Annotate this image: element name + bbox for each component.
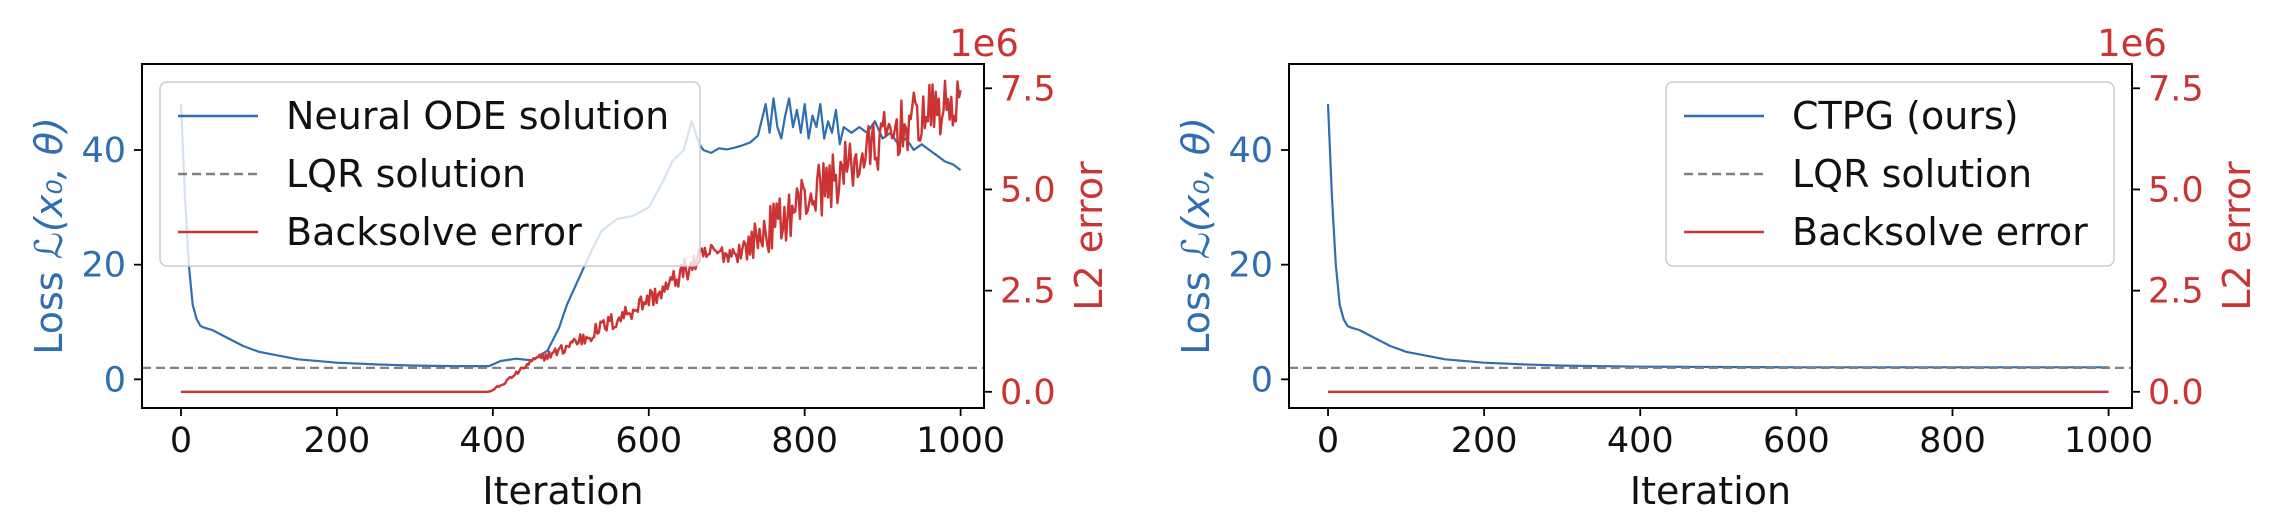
plot-area (142, 79, 984, 393)
y-right-tick-label: 2.5 (2148, 272, 2204, 312)
legend-label: LQR solution (286, 152, 526, 196)
y-left-axis-label-math: ℒ(x₀, θ) (27, 117, 71, 259)
y-left-tick-label: 20 (1228, 246, 1273, 286)
x-tick-label: 1000 (2064, 421, 2153, 461)
y-left-axis-label-prefix: Loss (1174, 259, 1218, 354)
x-tick-label: 200 (304, 421, 371, 461)
y-left-tick-label: 20 (81, 246, 126, 286)
x-tick-label: 400 (459, 421, 526, 461)
legend: Neural ODE solution LQR solution Backsolve… (159, 81, 701, 267)
plot-frame (1288, 63, 2133, 409)
x-tick-label: 400 (1607, 421, 1674, 461)
x-tick-label: 800 (771, 421, 838, 461)
y-right-axis-label: L2 error (1067, 161, 1111, 311)
series-line-backsolve-error (181, 79, 962, 393)
series-line-neural-ode-solution (179, 97, 962, 368)
legend: CTPG (ours) LQR solution Backsolve error (1665, 81, 2115, 267)
y-left-tick-label: 40 (81, 131, 126, 171)
y-right-tick-label: 0.0 (2148, 373, 2204, 413)
x-tick-label: 0 (1317, 421, 1339, 461)
x-tick-label: 0 (170, 421, 192, 461)
x-axis-label: Iteration (1630, 469, 1791, 513)
x-tick-label: 600 (615, 421, 682, 461)
y-right-axis-label: L2 error (2215, 161, 2259, 311)
x-tick-label: 200 (1451, 421, 1518, 461)
y-right-tick-label: 0.0 (1000, 373, 1056, 413)
legend-label: Neural ODE solution (286, 94, 669, 138)
legend-label: CTPG (ours) (1792, 94, 2019, 138)
legend-label: Backsolve error (286, 210, 582, 254)
y-left-axis-label: Loss ℒ(x₀, θ) (1174, 117, 1218, 355)
legend-label: LQR solution (1792, 152, 2032, 196)
y-left-axis-label: Loss ℒ(x₀, θ) (27, 117, 71, 355)
y-right-tick-label: 7.5 (2148, 69, 2204, 109)
y-left-tick-label: 0 (104, 360, 126, 400)
x-tick-label: 1000 (916, 421, 1005, 461)
plot-frame (141, 63, 985, 409)
y-right-tick-label: 2.5 (1000, 272, 1056, 312)
x-tick-label: 600 (1763, 421, 1830, 461)
y-left-tick-label: 0 (1251, 360, 1273, 400)
y-left-tick-label: 40 (1228, 131, 1273, 171)
right-axis-multiplier: 1e6 (2097, 22, 2167, 65)
y-left-axis-label-prefix: Loss (27, 259, 71, 354)
y-right-tick-label: 5.0 (2148, 170, 2204, 210)
y-right-tick-label: 7.5 (1000, 69, 1056, 109)
x-tick-label: 800 (1919, 421, 1986, 461)
legend-box (159, 81, 701, 267)
x-axis-label: Iteration (482, 469, 643, 513)
legend-box (1665, 81, 2115, 267)
legend-label: Backsolve error (1792, 210, 2088, 254)
plot-area (1289, 104, 2132, 393)
y-left-axis-label-math: ℒ(x₀, θ) (1174, 117, 1218, 259)
y-right-tick-label: 5.0 (1000, 170, 1056, 210)
right-axis-multiplier: 1e6 (949, 22, 1019, 65)
